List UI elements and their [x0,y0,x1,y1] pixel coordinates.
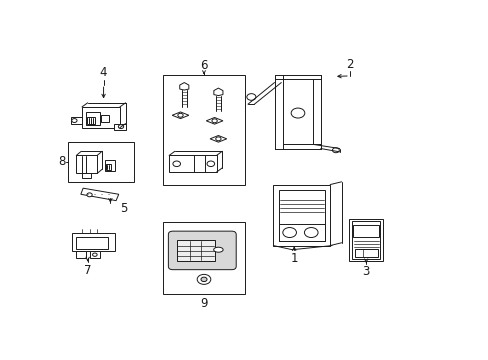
Ellipse shape [213,247,223,252]
Bar [70,117,82,123]
Circle shape [206,161,214,167]
Bar [273,185,329,246]
Circle shape [282,228,296,238]
Polygon shape [213,88,223,96]
Bar [75,251,86,258]
Text: 4: 4 [100,66,107,79]
Text: 5: 5 [120,202,127,215]
Text: 8: 8 [59,156,66,168]
Circle shape [304,228,317,238]
Bar [72,233,115,251]
Circle shape [332,148,339,153]
Bar [87,117,95,124]
Text: 6: 6 [200,59,207,72]
Circle shape [211,119,217,123]
Bar [82,107,120,128]
Bar [75,237,107,249]
Text: 9: 9 [200,297,207,310]
Bar [348,219,383,261]
Text: 7: 7 [84,264,91,276]
Bar [85,112,100,125]
Bar [163,222,244,294]
Circle shape [178,113,183,117]
Bar [169,156,216,172]
Bar [68,141,134,182]
Polygon shape [210,135,226,142]
FancyBboxPatch shape [168,231,236,270]
Circle shape [87,193,92,197]
Bar [279,224,324,241]
Bar [351,221,380,259]
Bar [104,159,115,171]
Polygon shape [81,188,119,201]
Polygon shape [172,112,188,118]
Bar [82,174,91,177]
Text: 3: 3 [362,265,369,278]
Circle shape [215,137,221,141]
Bar [354,249,377,257]
Bar [352,225,379,237]
Circle shape [290,108,304,118]
Polygon shape [206,117,223,124]
Bar [76,156,97,174]
Bar [163,75,244,185]
Circle shape [92,253,97,256]
Text: 2: 2 [346,58,353,71]
Bar [279,190,324,242]
Bar [114,123,125,130]
Circle shape [72,118,77,122]
Bar [89,251,100,258]
Circle shape [201,277,206,282]
Circle shape [173,161,180,167]
Bar [105,164,111,170]
Bar [101,115,109,122]
Polygon shape [180,82,188,90]
Circle shape [197,274,210,284]
Circle shape [118,125,123,129]
Bar [176,240,214,261]
Circle shape [246,94,255,100]
Text: 1: 1 [290,252,297,265]
